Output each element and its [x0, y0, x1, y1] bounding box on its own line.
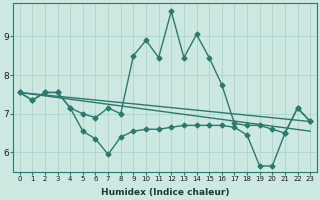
X-axis label: Humidex (Indice chaleur): Humidex (Indice chaleur): [101, 188, 229, 197]
